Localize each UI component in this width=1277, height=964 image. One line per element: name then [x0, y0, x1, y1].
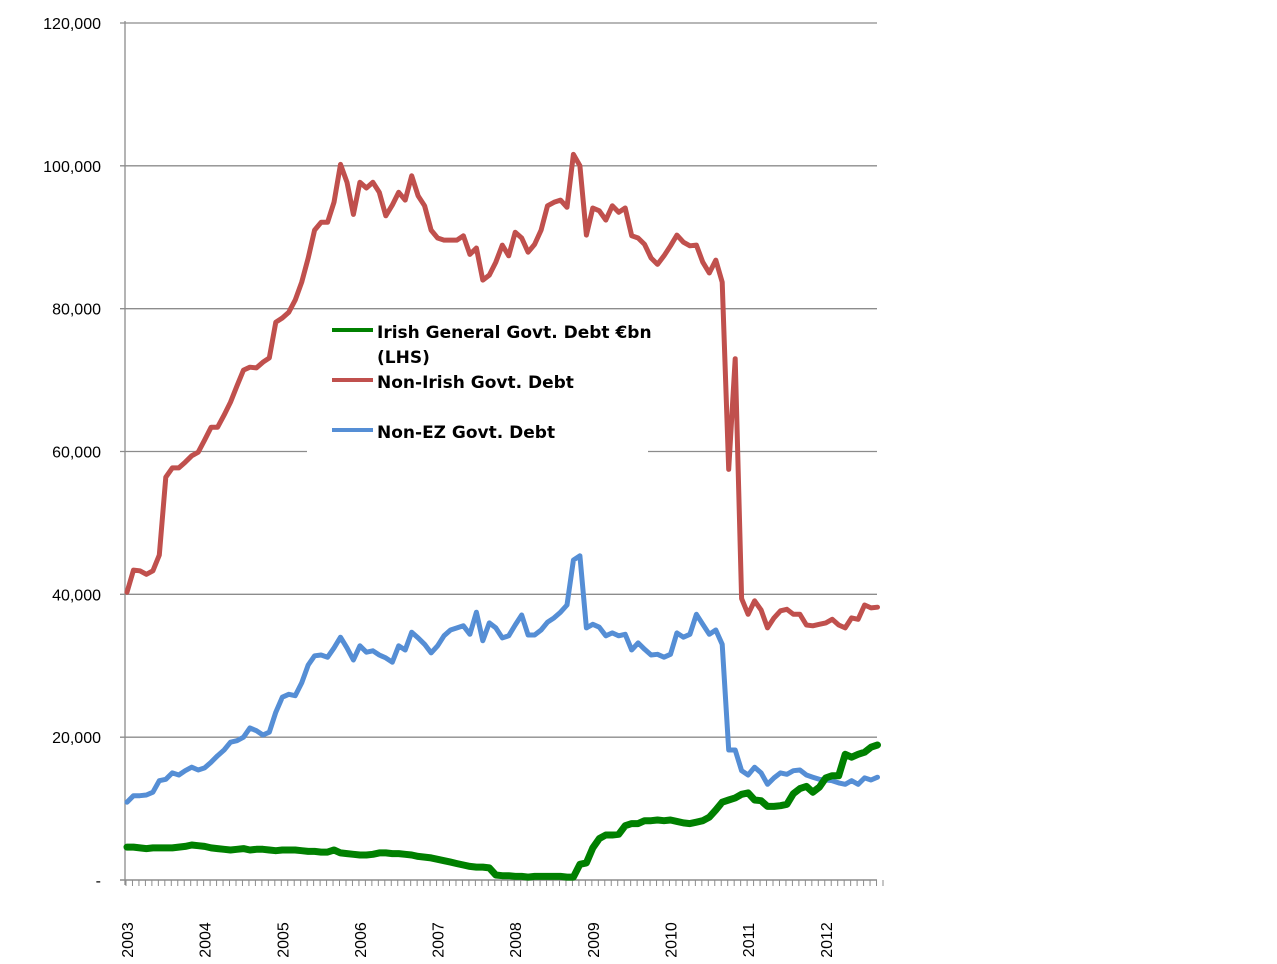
x-tick-label: 2009 — [586, 922, 603, 958]
legend: Irish General Govt. Debt €bn (LHS) Non-I… — [307, 318, 652, 456]
y-tick-label: - — [96, 873, 101, 890]
legend-label-irish-debt-line1: Irish General Govt. Debt €bn — [377, 323, 652, 343]
legend-label-irish-debt-line2: (LHS) — [377, 348, 430, 368]
y-axis: - 20,000 40,000 60,000 80,000 100,000 120,000 — [43, 16, 126, 890]
y-tick-label: 40,000 — [52, 587, 101, 604]
legend-label-non-irish-debt: Non-Irish Govt. Debt — [377, 373, 574, 393]
series-line-non-ez-debt — [124, 553, 880, 805]
y-tick-label: 20,000 — [52, 730, 101, 747]
legend-label-non-ez-debt: Non-EZ Govt. Debt — [377, 423, 555, 443]
x-tick-label: 2003 — [120, 922, 137, 958]
x-tick-label: 2011 — [741, 923, 758, 958]
series-lines — [123, 151, 881, 881]
y-tick-label: 120,000 — [43, 16, 101, 33]
x-axis: 2003 2004 2005 2006 2007 2008 2009 2010 2011 2012 — [120, 879, 884, 958]
x-tick-label: 2006 — [353, 922, 370, 958]
legend-background — [307, 318, 648, 456]
x-tick-label: 2007 — [431, 922, 448, 958]
y-tick-label: 100,000 — [43, 159, 101, 176]
x-tick-label: 2010 — [663, 922, 680, 958]
y-tick-label: 80,000 — [52, 302, 101, 319]
y-tick-label: 60,000 — [52, 445, 101, 462]
x-tick-label: 2008 — [508, 922, 525, 958]
x-tick-label: 2004 — [198, 922, 215, 958]
x-tick-label: 2012 — [819, 922, 836, 958]
series-line-non-irish-debt — [124, 151, 880, 631]
x-tick-label: 2005 — [275, 922, 292, 958]
series-line-irish-debt — [123, 741, 881, 881]
